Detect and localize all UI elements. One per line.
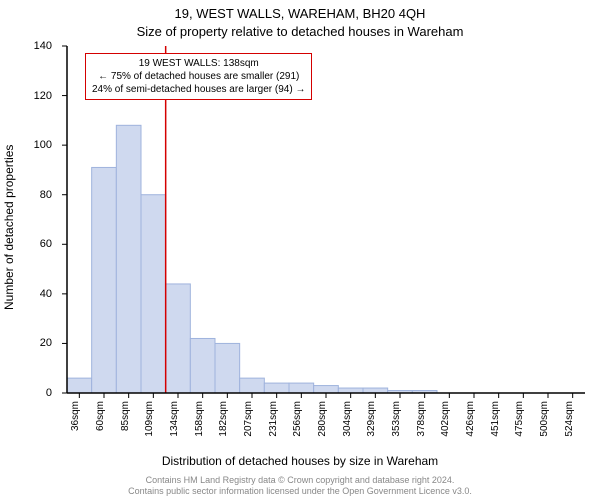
histogram-bar bbox=[141, 195, 166, 393]
histogram-bar bbox=[314, 386, 339, 393]
histogram-bar bbox=[166, 284, 191, 393]
footer-attribution: Contains HM Land Registry data © Crown c… bbox=[0, 475, 600, 497]
y-tick-label: 60 bbox=[40, 238, 52, 250]
histogram-bar bbox=[92, 167, 117, 393]
y-tick-label: 120 bbox=[34, 90, 52, 102]
y-tick-label: 100 bbox=[34, 139, 52, 151]
chart-container: 19, WEST WALLS, WAREHAM, BH20 4QH Size o… bbox=[0, 0, 600, 500]
histogram-bar bbox=[289, 383, 314, 393]
histogram-bar bbox=[215, 343, 240, 393]
title-subtitle: Size of property relative to detached ho… bbox=[0, 24, 600, 39]
callout-line3: 24% of semi-detached houses are larger (… bbox=[92, 83, 305, 96]
histogram-bar bbox=[240, 378, 265, 393]
y-axis-label: Number of detached properties bbox=[2, 144, 16, 309]
histogram-bar bbox=[190, 338, 215, 393]
y-tick-label: 140 bbox=[34, 40, 52, 52]
histogram-bar bbox=[264, 383, 289, 393]
y-tick-label: 80 bbox=[40, 189, 52, 201]
histogram-bar bbox=[116, 125, 141, 393]
y-tick-label: 0 bbox=[46, 387, 52, 399]
callout-line1: 19 WEST WALLS: 138sqm bbox=[92, 57, 305, 70]
callout-box: 19 WEST WALLS: 138sqm ← 75% of detached … bbox=[85, 53, 312, 100]
y-tick-label: 20 bbox=[40, 337, 52, 349]
title-address: 19, WEST WALLS, WAREHAM, BH20 4QH bbox=[0, 6, 600, 21]
callout-line2: ← 75% of detached houses are smaller (29… bbox=[92, 70, 305, 83]
histogram-bar bbox=[67, 378, 92, 393]
footer-line2: Contains public sector information licen… bbox=[0, 486, 600, 497]
footer-line1: Contains HM Land Registry data © Crown c… bbox=[0, 475, 600, 486]
y-tick-label: 40 bbox=[40, 288, 52, 300]
x-axis-label: Distribution of detached houses by size … bbox=[0, 454, 600, 468]
